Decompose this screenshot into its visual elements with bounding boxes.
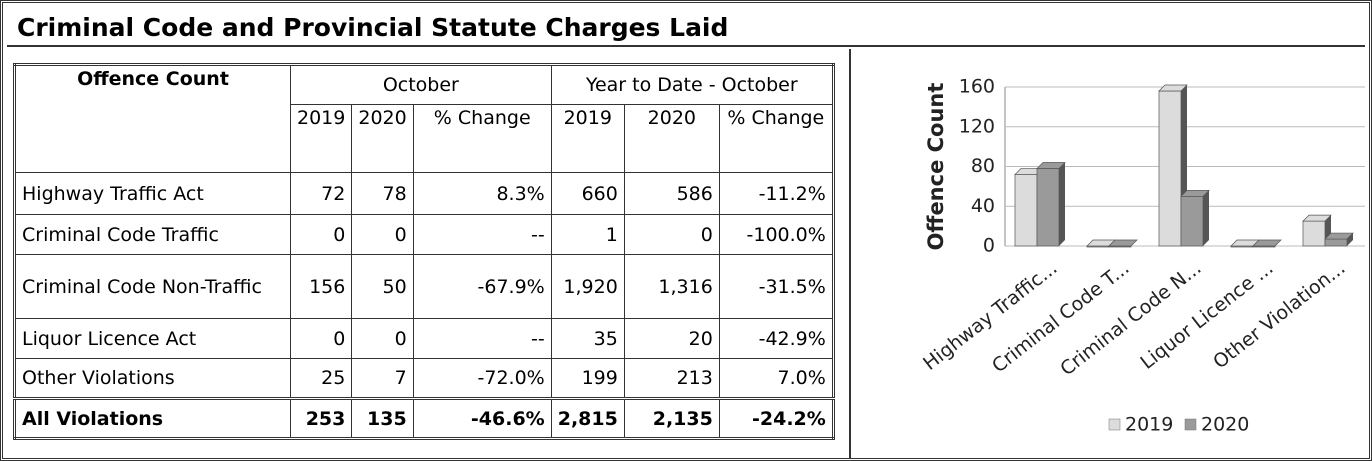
legend-label: 2019 [1125, 414, 1173, 436]
chart-panel: 0 40 80 120 160 Offence Count Highway Traffic.… [849, 49, 1369, 458]
bar-face [1014, 174, 1038, 247]
value-cell: -67.9% [412, 254, 552, 319]
header-row: Offence Count October Year to Date - Octob… [14, 64, 834, 173]
bar-face [1036, 168, 1060, 247]
bar [1180, 189, 1210, 247]
subheader: % Change [412, 104, 552, 173]
value-cell: 135 [351, 398, 414, 439]
value-cell: 25 [289, 358, 353, 399]
bar-face [1347, 233, 1353, 246]
corner-cell: Offence Count [14, 64, 291, 173]
bar-face [1324, 238, 1348, 247]
value-cell: 156 [289, 254, 353, 319]
x-tick-label: Liquor Licence ... [1136, 257, 1277, 374]
value-cell: 0 [289, 318, 353, 359]
subheader: 2020 [351, 104, 414, 173]
bar-face [1302, 220, 1326, 247]
value-cell: -72.0% [412, 358, 552, 399]
bar [1252, 239, 1282, 248]
data-row: Criminal Code Non-Traffic 156 50 -67.9% 1,92… [14, 254, 834, 319]
data-row: Criminal Code Traffic 0 0 -- 1 0 -100.0% [14, 214, 834, 255]
bar [1036, 162, 1066, 247]
value-cell: 7.0% [718, 358, 834, 399]
bar [1108, 239, 1138, 248]
value-cell: 2,135 [623, 398, 720, 439]
value-cell: 586 [623, 172, 720, 215]
value-cell: 78 [351, 172, 414, 215]
subheader: 2019 [289, 104, 353, 173]
bar-face [1203, 190, 1209, 246]
legend-swatch [1108, 418, 1121, 431]
value-cell: 72 [289, 172, 353, 215]
data-row: All Violations 253 135 -46.6% 2,815 2,135 -24.… [14, 398, 834, 439]
value-cell: -42.9% [718, 318, 834, 359]
value-cell: 20 [623, 318, 720, 359]
value-cell: 0 [623, 214, 720, 255]
y-tick-label: 80 [971, 155, 995, 177]
subheader: % Change [718, 104, 834, 173]
y-tick-label: 0 [983, 235, 995, 257]
row-label: Other Violations [14, 358, 291, 399]
bar-face [1180, 195, 1204, 247]
bar-face [1059, 162, 1065, 246]
bar [1086, 239, 1116, 248]
value-cell: 213 [623, 358, 720, 399]
bar [1324, 232, 1354, 247]
value-cell: -31.5% [718, 254, 834, 319]
subheader: 2020 [623, 104, 720, 173]
value-cell: 0 [351, 214, 414, 255]
value-cell: 50 [351, 254, 414, 319]
value-cell: 8.3% [412, 172, 552, 215]
subheader-row: 2019 2020% Change 2019 2020% Change [15, 104, 834, 173]
value-cell: 1 [550, 214, 625, 255]
value-cell: -46.6% [412, 398, 552, 439]
row-label: Criminal Code Traffic [14, 214, 291, 255]
row-label: Liquor Licence Act [14, 318, 291, 359]
group-header: Year to Date - October [550, 64, 834, 105]
value-cell: -100.0% [718, 214, 834, 255]
data-row: Liquor Licence Act 0 0 -- 35 20 -42.9% [14, 318, 834, 359]
value-cell: 253 [289, 398, 353, 439]
value-cell: 199 [550, 358, 625, 399]
value-cell: -11.2% [718, 172, 834, 215]
y-tick-label: 120 [959, 115, 995, 137]
data-row: Highway Traffic Act 72 78 8.3% 660 586 -11.2% [14, 172, 834, 215]
value-cell: 0 [289, 214, 353, 255]
table: Offence Count October Year to Date - Octob… [13, 63, 835, 440]
value-cell: -- [412, 318, 552, 359]
bar-face [1158, 90, 1182, 247]
value-cell: 1,316 [623, 254, 720, 319]
value-cell: 2,815 [550, 398, 625, 439]
value-cell: 0 [351, 318, 414, 359]
value-cell: 660 [550, 172, 625, 215]
row-label: Criminal Code Non-Traffic [14, 254, 291, 319]
row-label: All Violations [14, 398, 291, 439]
value-cell: 1,920 [550, 254, 625, 319]
value-cell: -- [412, 214, 552, 255]
group-header: October [290, 64, 552, 105]
y-tick-label: 40 [971, 195, 995, 217]
value-cell: 35 [550, 318, 625, 359]
x-tick-label: Other Violation... [1209, 257, 1349, 373]
subheader: 2019 [550, 104, 625, 173]
y-tick-label: 160 [959, 76, 995, 98]
legend-swatch [1184, 418, 1197, 431]
row-label: Highway Traffic Act [14, 172, 291, 215]
legend-label: 2020 [1201, 414, 1249, 436]
data-row: Other Violations 25 7 -72.0% 199 213 7.0% [14, 358, 834, 399]
title: Criminal Code and Provincial Statute Cha… [7, 7, 1365, 47]
value-cell: 7 [351, 358, 414, 399]
value-cell: -24.2% [718, 398, 834, 439]
y-axis-label: Offence Count [924, 83, 948, 251]
